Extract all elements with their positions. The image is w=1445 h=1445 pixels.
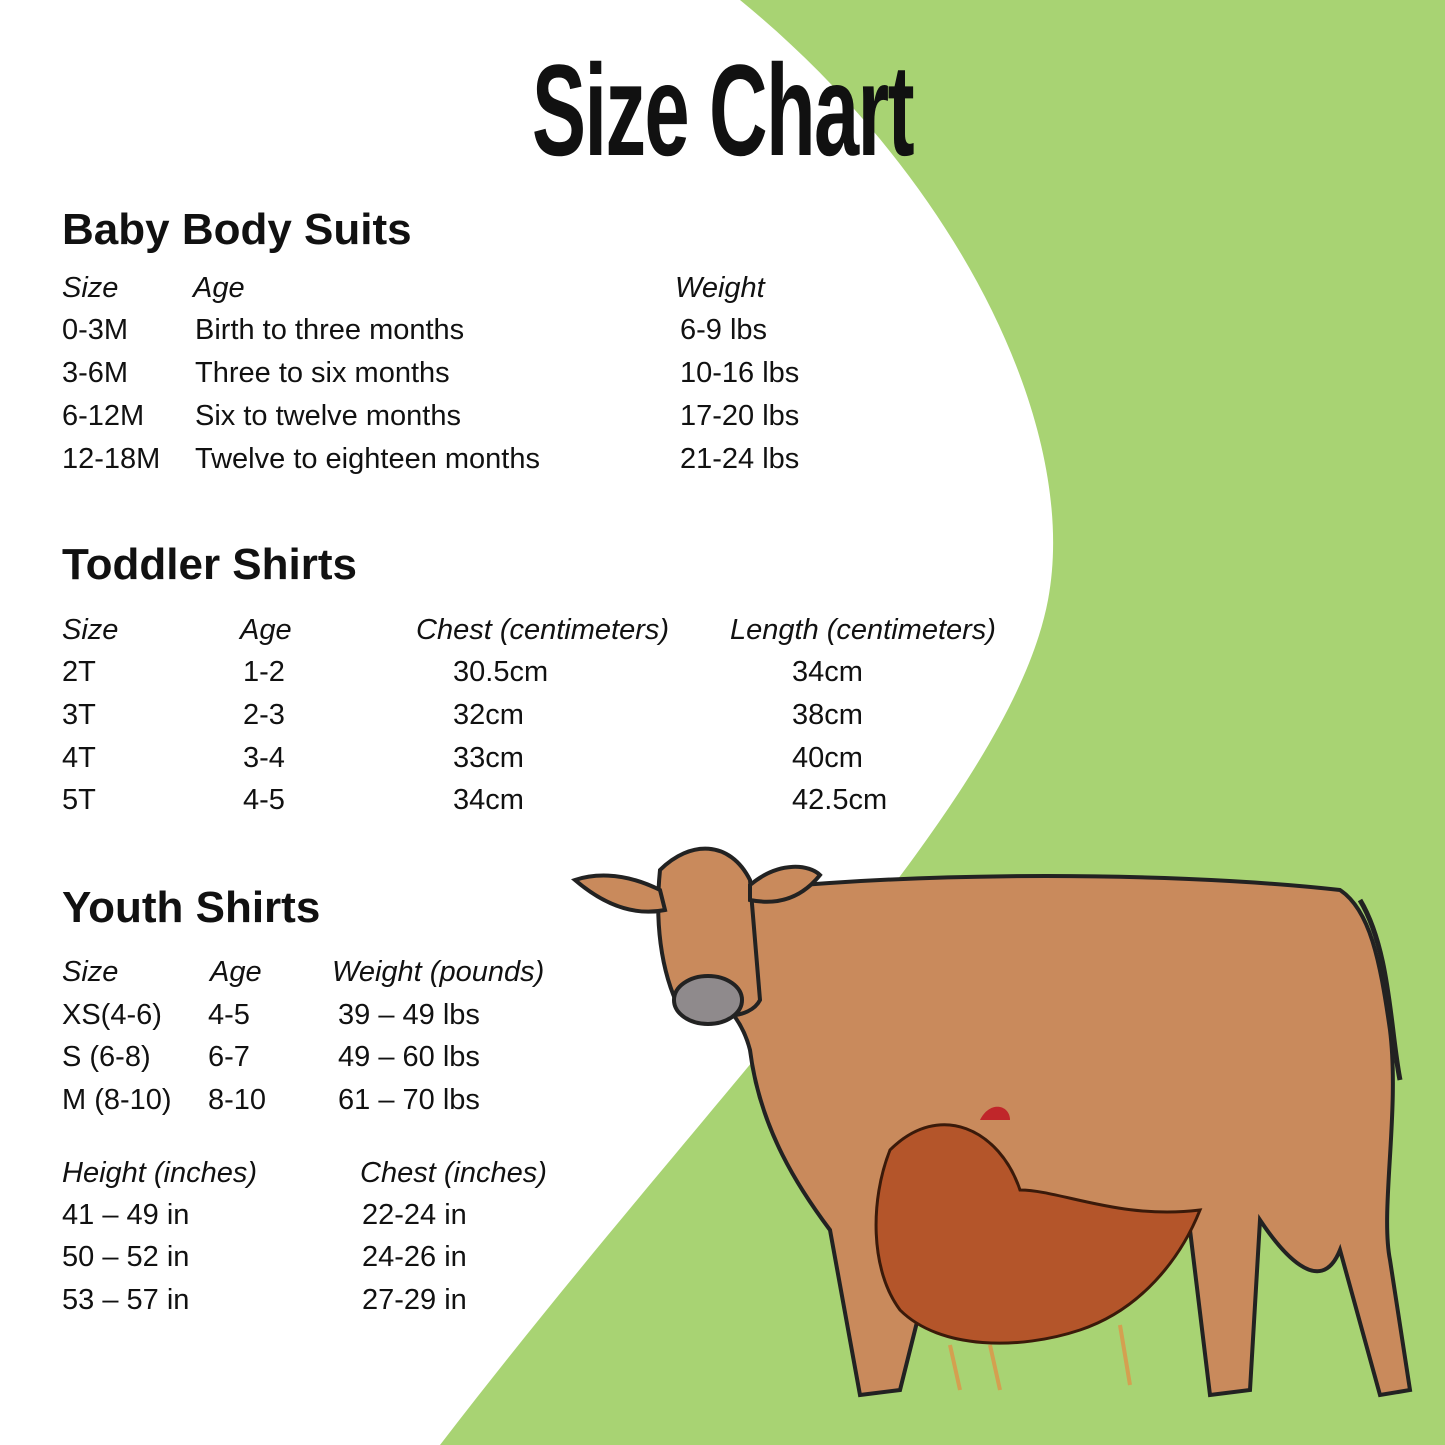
toddler-cell: 4T bbox=[62, 742, 96, 774]
toddler-header-chest: Chest (centimeters) bbox=[416, 614, 670, 646]
toddler-heading: Toddler Shirts bbox=[62, 540, 357, 589]
cow-icon bbox=[571, 846, 1413, 1398]
toddler-cell: 34cm bbox=[453, 784, 524, 816]
youth-cell: XS(4-6) bbox=[62, 999, 162, 1031]
baby-cell: Three to six months bbox=[195, 357, 450, 389]
cow-and-chickens-illustration bbox=[571, 846, 1413, 1398]
youth-cell: 8-10 bbox=[208, 1084, 267, 1116]
baby-header-size: Size bbox=[62, 272, 119, 304]
baby-cell: Birth to three months bbox=[195, 314, 465, 346]
youth-cell: 49 – 60 lbs bbox=[338, 1041, 480, 1073]
youth-header-age: Age bbox=[210, 956, 262, 988]
baby-cell: 3-6M bbox=[62, 357, 129, 389]
youth-header-height: Height (inches) bbox=[62, 1157, 258, 1189]
toddler-header-age: Age bbox=[240, 614, 292, 646]
youth-measure-cell: 27-29 in bbox=[362, 1284, 467, 1316]
youth-header-chest: Chest (inches) bbox=[360, 1157, 547, 1189]
chicken-icon bbox=[874, 1106, 1203, 1391]
toddler-header-length: Length (centimeters) bbox=[730, 614, 996, 646]
youth-heading: Youth Shirts bbox=[62, 883, 321, 932]
toddler-cell: 4-5 bbox=[243, 784, 285, 816]
youth-header-size: Size bbox=[62, 956, 119, 988]
youth-measure-cell: 41 – 49 in bbox=[62, 1199, 190, 1231]
toddler-cell: 32cm bbox=[453, 699, 524, 731]
baby-header-weight: Weight bbox=[675, 272, 765, 304]
baby-cell: 6-9 lbs bbox=[680, 314, 768, 346]
toddler-header-size: Size bbox=[62, 614, 119, 646]
youth-cell: 6-7 bbox=[208, 1041, 250, 1073]
youth-cell: 39 – 49 lbs bbox=[338, 999, 480, 1031]
baby-cell: Six to twelve months bbox=[195, 400, 461, 432]
youth-measure-cell: 50 – 52 in bbox=[62, 1241, 190, 1273]
youth-measure-cell: 53 – 57 in bbox=[62, 1284, 190, 1316]
toddler-cell: 1-2 bbox=[243, 656, 285, 688]
baby-cell: 10-16 lbs bbox=[680, 357, 800, 389]
toddler-cell: 2-3 bbox=[243, 699, 285, 731]
page-title: Size Chart bbox=[531, 38, 915, 184]
toddler-cell: 2T bbox=[62, 656, 96, 688]
baby-cell: Twelve to eighteen months bbox=[195, 443, 540, 475]
baby-cell: 21-24 lbs bbox=[680, 443, 800, 475]
youth-measure-cell: 22-24 in bbox=[362, 1199, 467, 1231]
youth-cell: 4-5 bbox=[208, 999, 250, 1031]
toddler-cell: 33cm bbox=[453, 742, 524, 774]
youth-cell: S (6-8) bbox=[62, 1041, 151, 1073]
toddler-cell: 3T bbox=[62, 699, 96, 731]
baby-cell: 12-18M bbox=[62, 443, 161, 475]
toddler-cell: 40cm bbox=[792, 742, 863, 774]
youth-cell: 61 – 70 lbs bbox=[338, 1084, 480, 1116]
baby-cell: 0-3M bbox=[62, 314, 129, 346]
toddler-cell: 5T bbox=[62, 784, 96, 816]
toddler-cell: 42.5cm bbox=[792, 784, 888, 816]
youth-cell: M (8-10) bbox=[62, 1084, 172, 1116]
toddler-cell: 38cm bbox=[792, 699, 863, 731]
toddler-cell: 34cm bbox=[792, 656, 863, 688]
youth-measure-cell: 24-26 in bbox=[362, 1241, 467, 1273]
baby-cell: 6-12M bbox=[62, 400, 145, 432]
toddler-cell: 3-4 bbox=[243, 742, 285, 774]
baby-header-age: Age bbox=[193, 272, 245, 304]
toddler-cell: 30.5cm bbox=[453, 656, 549, 688]
youth-header-weight: Weight (pounds) bbox=[332, 956, 545, 988]
baby-heading: Baby Body Suits bbox=[62, 205, 412, 254]
baby-cell: 17-20 lbs bbox=[680, 400, 800, 432]
